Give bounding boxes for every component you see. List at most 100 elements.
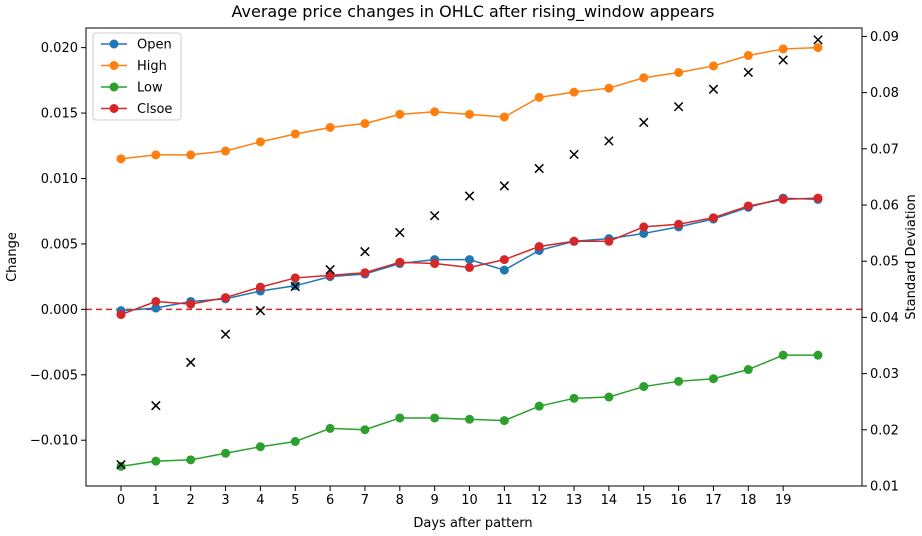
x-tick-label: 5 <box>291 493 299 508</box>
std-marker <box>429 210 440 221</box>
y2-tick-label: 0.04 <box>870 311 899 326</box>
x-tick-label: 11 <box>496 493 513 508</box>
legend-marker-low <box>109 82 119 92</box>
series-point-low <box>430 413 440 423</box>
x-tick-label: 19 <box>775 493 792 508</box>
std-marker <box>255 305 266 316</box>
series-point-clsoe <box>360 268 370 278</box>
std-marker <box>290 281 300 292</box>
std-marker-stroke <box>185 357 196 368</box>
y2-tick-label: 0.02 <box>870 423 899 438</box>
std-marker <box>743 67 754 78</box>
series-point-low <box>465 414 474 424</box>
series-point-clsoe <box>116 310 126 320</box>
x-tick-label: 18 <box>740 493 757 508</box>
std-marker-stroke <box>569 149 579 160</box>
std-marker-stroke <box>604 136 614 146</box>
std-marker <box>116 459 126 470</box>
series-point-open <box>639 228 649 238</box>
plot-frame <box>85 27 863 487</box>
series-point-low <box>151 456 161 466</box>
series-point-open <box>151 303 161 313</box>
std-marker <box>639 117 649 128</box>
series-point-high <box>255 137 265 147</box>
std-marker-stroke <box>220 329 231 340</box>
std-marker-stroke <box>778 55 788 65</box>
std-marker-stroke <box>290 281 300 292</box>
series-point-clsoe <box>186 299 196 309</box>
series-point-clsoe <box>395 257 405 267</box>
y2-tick-label: 0.06 <box>870 199 899 214</box>
std-marker-stroke <box>708 84 719 94</box>
std-marker <box>151 400 161 411</box>
y-axis-label: Change <box>5 232 20 282</box>
series-point-high <box>186 150 196 160</box>
series-point-low <box>325 423 335 433</box>
std-marker <box>673 101 684 112</box>
std-marker <box>360 246 370 257</box>
series-point-clsoe <box>708 213 718 223</box>
std-marker <box>464 191 475 201</box>
y2-tick-label: 0.05 <box>870 255 899 270</box>
series-point-clsoe <box>325 270 335 280</box>
x-tick-label: 7 <box>361 493 369 508</box>
legend-marker-clsoe <box>109 104 119 113</box>
std-marker-stroke <box>151 400 161 411</box>
series-point-high <box>465 109 474 119</box>
x-tick-label: 16 <box>670 493 687 508</box>
x-tick-label: 8 <box>396 493 404 508</box>
std-marker-stroke <box>395 227 405 238</box>
series-point-high <box>116 154 126 164</box>
std-marker <box>813 35 823 45</box>
series-point-low <box>499 416 509 426</box>
std-marker-stroke <box>325 264 335 275</box>
std-marker-stroke <box>360 246 370 257</box>
std-marker <box>708 84 719 94</box>
series-point-clsoe <box>430 259 440 269</box>
x-tick-label: 12 <box>531 493 548 508</box>
series-point-low <box>604 392 614 402</box>
y-tick-label: 0.015 <box>41 107 78 122</box>
std-marker-stroke <box>813 35 823 45</box>
y-tick-label: −0.010 <box>30 434 78 449</box>
x-tick-label: 9 <box>431 493 439 508</box>
std-marker-stroke <box>534 163 544 174</box>
y-tick-label: −0.005 <box>30 368 78 383</box>
series-point-high <box>743 50 753 60</box>
legend: Open High Low Clsoe <box>92 32 182 121</box>
std-marker <box>569 149 579 160</box>
y2-tick-label: 0.09 <box>870 30 899 45</box>
series-point-low <box>290 437 300 447</box>
std-marker <box>499 181 510 191</box>
x-tick-label: 1 <box>152 493 160 508</box>
series-point-clsoe <box>569 236 579 246</box>
std-marker-stroke <box>429 210 440 221</box>
x-tick-label: 3 <box>221 493 229 508</box>
series-point-high <box>430 107 440 117</box>
series-point-high <box>674 67 684 77</box>
x-tick-label: 15 <box>635 493 652 508</box>
std-marker <box>604 136 614 146</box>
legend-label-clsoe: Clsoe <box>137 102 172 117</box>
series-point-clsoe <box>534 242 544 252</box>
series-point-open <box>465 255 474 265</box>
std-marker <box>325 264 335 275</box>
series-point-clsoe <box>221 293 231 303</box>
series-point-open <box>499 265 509 275</box>
y-tick-label: 0.005 <box>41 237 78 252</box>
std-marker <box>220 329 231 340</box>
std-marker <box>185 357 196 368</box>
legend-marker-open <box>109 39 119 49</box>
series-point-low <box>116 461 126 471</box>
x-tick-label: 14 <box>601 493 618 508</box>
series-point-clsoe <box>813 193 823 203</box>
series-point-low <box>221 448 231 458</box>
std-marker-stroke <box>639 117 649 128</box>
legend-label-open: Open <box>137 38 172 53</box>
series-point-clsoe <box>255 282 265 292</box>
y2-tick-label: 0.08 <box>870 86 899 101</box>
y2-tick-label: 0.03 <box>870 367 899 382</box>
series-point-clsoe <box>499 255 509 265</box>
x-tick-label: 6 <box>326 493 334 508</box>
